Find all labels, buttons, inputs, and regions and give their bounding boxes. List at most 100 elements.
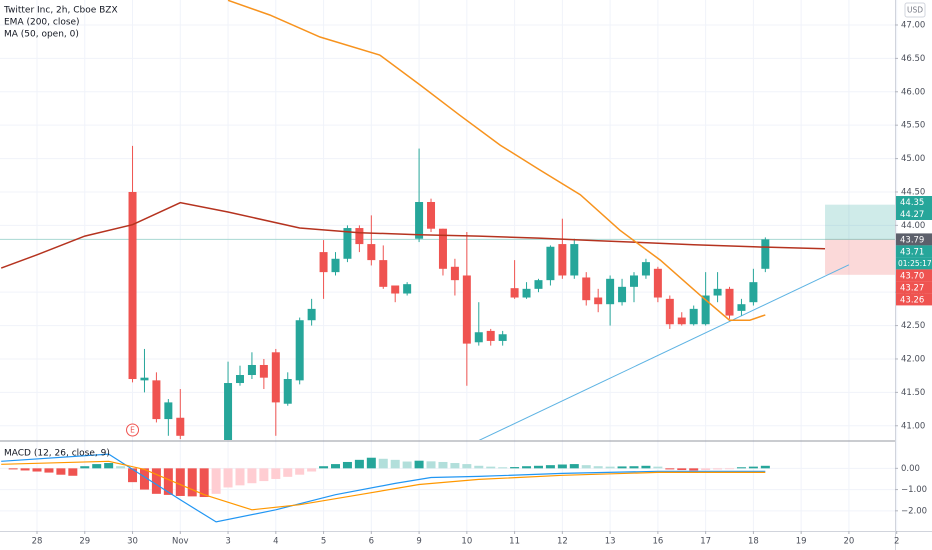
histogram-bar (629, 466, 639, 469)
candle-body (391, 285, 400, 294)
x-tick-label: 4 (273, 537, 278, 547)
candle-body (176, 417, 185, 436)
position-target (825, 204, 895, 240)
candle-body (403, 284, 412, 294)
candle-body (749, 282, 758, 303)
candle-body (367, 244, 376, 261)
histogram-bar (665, 468, 675, 470)
candle-body (713, 288, 722, 296)
histogram-bar (92, 464, 102, 469)
histogram-bar (378, 458, 388, 469)
histogram-bar (390, 459, 400, 469)
histogram-bar (533, 465, 543, 469)
histogram-bar (581, 465, 591, 469)
histogram-bar (557, 464, 567, 469)
histogram-bar (8, 468, 18, 470)
candle-body (379, 260, 388, 287)
x-tick-label: 20 (843, 537, 854, 547)
histogram-bar (235, 468, 245, 486)
price-label: 43.79 (900, 235, 924, 245)
histogram-bar (713, 468, 723, 470)
candle-body (510, 288, 519, 298)
candle-body (618, 286, 627, 303)
x-tick-label: 5 (321, 537, 326, 547)
x-tick-label: 18 (748, 537, 759, 547)
price-label: 44.27 (900, 210, 924, 220)
countdown-box (896, 257, 932, 270)
candle-body (677, 317, 686, 325)
y-tick-label: 46.00 (901, 87, 925, 97)
histogram-bar (116, 466, 126, 469)
macd-line (1, 453, 766, 523)
price-pane: E (0, 0, 895, 440)
candle-body (283, 379, 292, 404)
indicator-line (0, 201, 826, 269)
candle-body (570, 244, 579, 276)
histogram-bar (486, 466, 496, 469)
legend-entry: EMA (200, close) (4, 18, 80, 28)
y-tick-label: 0.00 (901, 464, 920, 474)
candle-body (558, 244, 567, 276)
candle-body (701, 295, 710, 325)
event-label: E (130, 426, 135, 435)
candle-body (307, 308, 316, 321)
candle-body (629, 275, 638, 287)
candle-body (140, 377, 149, 381)
x-tick-label: 10 (461, 537, 472, 547)
candle-body (498, 334, 507, 341)
candle-body (450, 266, 459, 281)
histogram-bar (187, 468, 197, 497)
price-labels: 44.35 44.27 43.79 43.71 01:25:17 43.70 43.27 43… (896, 195, 932, 306)
candle-body (224, 383, 233, 440)
legend-entry: MA (50, open, 0) (4, 30, 79, 40)
histogram-bar (199, 468, 209, 498)
x-tick-label: 29 (79, 537, 90, 547)
y-tick-label: 45.50 (901, 121, 925, 131)
histogram-bar (20, 468, 30, 471)
x-tick-label: 11 (509, 537, 520, 547)
candle-body (355, 228, 364, 245)
y-tick-label: 41.00 (901, 421, 925, 431)
candle-body (737, 304, 746, 311)
candle-body (522, 288, 531, 298)
candle-body (415, 201, 424, 239)
histogram-bar (498, 467, 508, 469)
x-tick-label: 9 (416, 537, 421, 547)
histogram-bar (163, 468, 173, 495)
histogram-bar (104, 463, 114, 469)
x-tick-label: 2 (894, 537, 899, 547)
histogram-bar (259, 468, 269, 482)
candle-body (343, 228, 352, 259)
histogram-bar (271, 468, 281, 479)
price-label-box (896, 269, 932, 282)
x-tick-label: 28 (32, 537, 43, 547)
histogram-bar (474, 465, 484, 469)
candle-body (653, 268, 662, 298)
candle-body (641, 262, 650, 276)
x-tick-label: 6 (369, 537, 374, 547)
price-label-box (896, 233, 932, 246)
candle-body (271, 352, 280, 403)
price-label: 43.26 (900, 295, 924, 305)
histogram-bar (426, 461, 436, 469)
x-tick-label: 17 (700, 537, 711, 547)
histogram-bar (32, 468, 42, 472)
x-tick-label: 3 (225, 537, 230, 547)
x-tick-label: 12 (557, 537, 568, 547)
histogram-bar (175, 468, 185, 496)
candle-body (259, 364, 268, 378)
histogram-bar (366, 457, 376, 469)
y-tick-label: 46.50 (901, 54, 925, 64)
histogram-bar (223, 468, 233, 488)
indicator-line (227, 0, 766, 321)
price-label-box (896, 293, 932, 306)
price-label: 43.71 (900, 247, 924, 257)
histogram-bar (689, 468, 699, 471)
histogram-bar (736, 467, 746, 469)
candle-body (761, 239, 770, 269)
y-tick-label: 42.00 (901, 354, 925, 364)
candle-body (319, 252, 328, 273)
chart-title: Twitter Inc, 2h, Cboe BZX (3, 6, 118, 16)
price-label-box (896, 245, 932, 258)
histogram-bar (605, 466, 615, 469)
